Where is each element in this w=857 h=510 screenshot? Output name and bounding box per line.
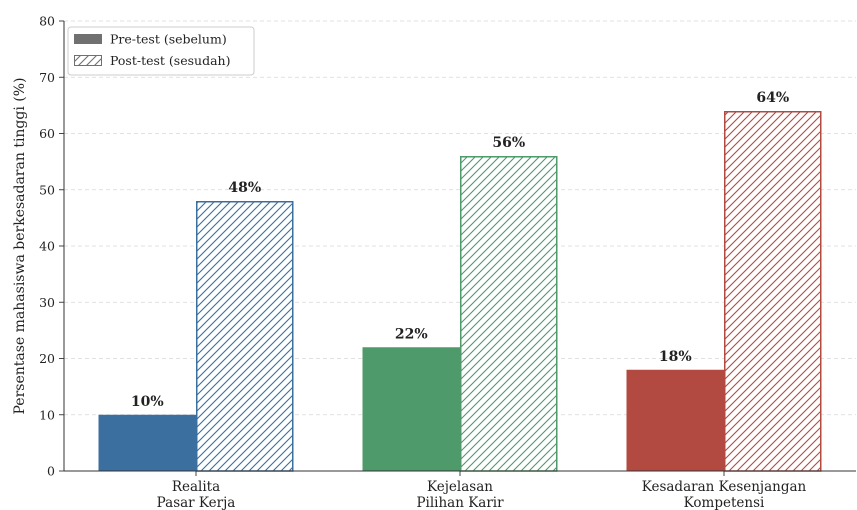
data-label: 48% xyxy=(228,180,261,196)
legend-label-pre-test: Pre-test (sebelum) xyxy=(110,32,227,47)
y-axis-label: Persentase mahasiswa berkesadaran tinggi… xyxy=(12,77,28,414)
y-tick-label: 40 xyxy=(39,239,55,254)
data-labels: 10% 48% 22% 56% 18% 64% xyxy=(131,90,789,410)
y-tick-label: 10 xyxy=(39,407,55,422)
x-category-label: Kesadaran Kesenjangan Kompetensi xyxy=(642,479,807,510)
bar-post-test xyxy=(196,201,294,472)
x-category-label: Kejelasan Pilihan Karir xyxy=(416,479,504,510)
y-tick-label: 50 xyxy=(39,182,55,197)
y-tick-label: 80 xyxy=(39,14,55,29)
y-ticks: 0 10 20 30 40 50 60 70 80 xyxy=(39,14,725,479)
y-tick-label: 60 xyxy=(39,126,55,141)
bar-pre-test xyxy=(626,369,724,471)
y-tick-label: 20 xyxy=(39,351,55,366)
y-tick-label: 70 xyxy=(39,70,55,85)
data-label: 18% xyxy=(659,349,692,365)
category-labels: Realita Pasar Kerja Kejelasan Pilihan Karir… xyxy=(157,479,807,510)
bar-pre-test xyxy=(98,414,196,471)
legend-label-post-test: Post-test (sesudah) xyxy=(110,53,230,68)
bars xyxy=(98,111,822,472)
data-label: 10% xyxy=(131,394,164,410)
legend-frame xyxy=(67,26,255,76)
data-label: 56% xyxy=(492,135,525,151)
bar-post-test xyxy=(460,156,558,472)
y-tick-label: 30 xyxy=(39,295,55,310)
data-label: 22% xyxy=(395,326,428,342)
data-label: 64% xyxy=(756,90,789,106)
legend-swatch-post-test xyxy=(74,55,102,66)
legend: Pre-test (sebelum) Post-test (sesudah) xyxy=(67,26,255,76)
bar-pre-test xyxy=(362,347,460,471)
y-tick-label: 0 xyxy=(47,464,55,479)
legend-swatch-pre-test xyxy=(74,34,102,44)
bar-post-test xyxy=(724,111,822,472)
x-category-label: Realita Pasar Kerja xyxy=(157,479,236,510)
